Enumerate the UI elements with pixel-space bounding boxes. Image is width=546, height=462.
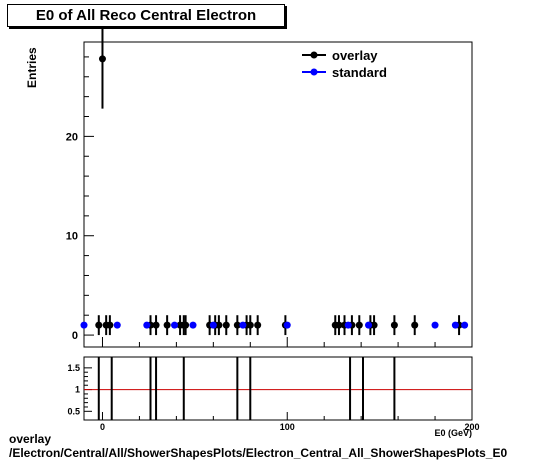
overlay-point (411, 321, 419, 329)
ratio-y-tick-label: 1 (75, 385, 80, 395)
standard-point (461, 321, 469, 329)
footer-line-2: /Electron/Central/All/ShowerShapesPlots/… (9, 446, 508, 460)
legend-marker-standard (310, 68, 318, 76)
x-tick-label: 100 (280, 422, 295, 432)
overlay-point (215, 321, 223, 329)
chart-title: E0 of All Reco Central Electron (35, 7, 257, 24)
overlay-point (254, 321, 262, 329)
y-tick-label: 0 (72, 330, 78, 342)
standard-point (239, 321, 247, 329)
legend-marker-overlay (310, 51, 318, 59)
standard-point (344, 321, 352, 329)
overlay-point (390, 321, 398, 329)
standard-point (431, 321, 439, 329)
standard-point (171, 321, 179, 329)
overlay-point (222, 321, 230, 329)
legend-label-overlay: overlay (332, 48, 378, 63)
y-axis-label: Entries (25, 47, 39, 88)
overlay-point (335, 321, 343, 329)
chart-title-box: E0 of All Reco Central Electron (7, 4, 285, 27)
main-plot-frame (83, 41, 473, 348)
overlay-point (355, 321, 363, 329)
overlay-point (163, 321, 171, 329)
standard-point (143, 321, 151, 329)
x-tick-label: 200 (464, 422, 479, 432)
footer-line-1: overlay (9, 432, 52, 446)
standard-point (209, 321, 217, 329)
overlay-point (95, 321, 103, 329)
standard-point (283, 321, 291, 329)
overlay-point (182, 321, 190, 329)
x-tick-label: 0 (100, 422, 105, 432)
ratio-y-tick-label: 1.5 (67, 363, 80, 373)
ratio-y-tick-label: 0.5 (67, 406, 80, 416)
standard-point (365, 321, 373, 329)
standard-point (451, 321, 459, 329)
x-axis-label: E0 (GeV) (434, 428, 472, 438)
standard-point (113, 321, 121, 329)
overlay-point (370, 321, 378, 329)
overlay-point (98, 55, 106, 63)
legend-label-standard: standard (332, 65, 387, 80)
overlay-point (106, 321, 114, 329)
y-tick-label: 10 (66, 231, 78, 243)
y-tick-label: 20 (66, 131, 78, 143)
ratio-plot-frame (83, 356, 473, 421)
standard-point (189, 321, 197, 329)
standard-point (80, 321, 88, 329)
overlay-point (152, 321, 160, 329)
overlay-point (246, 321, 254, 329)
overlay-point (233, 321, 241, 329)
